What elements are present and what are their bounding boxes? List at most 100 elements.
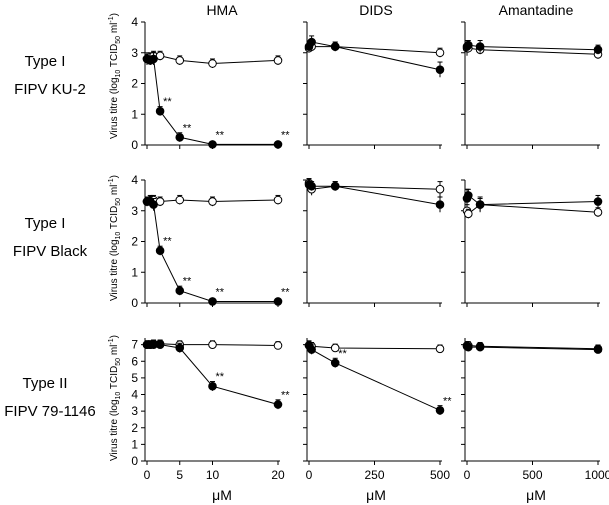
y-tick-label: 2 — [131, 235, 138, 249]
row-type-2: Type I — [25, 215, 66, 232]
significance-marker: ** — [443, 395, 452, 407]
x-tick-label: 5 — [176, 468, 183, 482]
data-point-filled — [155, 106, 165, 116]
row-strain-3: FIPV 79-1146 — [4, 403, 95, 420]
series-line-filled — [147, 201, 278, 302]
data-point-filled — [175, 343, 185, 353]
y-tick-label: 4 — [131, 15, 138, 29]
series-line-filled — [308, 345, 441, 411]
column-title-dids: DIDS — [359, 2, 392, 18]
significance-marker: ** — [281, 389, 290, 401]
data-point-filled — [155, 340, 165, 349]
row-strain-1: FIPV KU-2 — [14, 81, 86, 98]
data-point-open — [273, 56, 283, 65]
data-point-open — [208, 59, 217, 68]
data-point-filled — [330, 181, 340, 191]
chart-panel-dids-row-2 — [303, 178, 445, 307]
data-point-filled — [175, 286, 185, 296]
x-tick-label: 0 — [464, 468, 471, 482]
data-point-filled — [149, 200, 158, 209]
series-line-open — [466, 204, 599, 215]
data-point-open — [435, 344, 445, 354]
data-point-filled — [307, 181, 316, 191]
x-tick-label: 250 — [364, 468, 384, 482]
y-axis-label-row-3: Virus titre (log10 TCID50 ml-1) — [108, 335, 122, 461]
row-type-3: Type II — [22, 375, 67, 392]
data-point-filled — [464, 342, 473, 352]
data-point-open — [175, 195, 185, 205]
y-tick-label: 2 — [131, 421, 138, 435]
series-line-filled — [466, 194, 599, 206]
y-axis-label-row-2: Virus titre (log10 TCID50 ml-1) — [108, 175, 122, 301]
data-point-filled — [273, 140, 283, 149]
y-tick-label: 5 — [131, 371, 138, 385]
x-tick-label: 0 — [144, 468, 151, 482]
series-line-filled — [466, 44, 599, 51]
data-point-filled — [593, 45, 603, 54]
data-point-open — [330, 343, 340, 353]
y-tick-label: 1 — [131, 437, 138, 451]
significance-marker: ** — [281, 129, 290, 141]
data-point-filled — [475, 342, 485, 352]
data-point-filled — [475, 42, 485, 51]
row-strain-2: FIPV Black — [13, 243, 88, 260]
x-tick-label: 500 — [430, 468, 450, 482]
chart-panel-hma-row-2: 0 1 2 3 4 ** ** ** ** — [131, 173, 290, 310]
y-tick-label: 0 — [131, 296, 138, 310]
data-point-open — [208, 197, 217, 206]
data-point-filled — [273, 400, 283, 409]
significance-marker: ** — [281, 286, 290, 298]
x-axis-label-hma: μM — [212, 487, 232, 503]
data-point-filled — [307, 345, 316, 354]
significance-marker: ** — [338, 348, 347, 360]
significance-marker: ** — [183, 276, 192, 288]
data-point-open — [208, 340, 217, 349]
x-tick-label: 0 — [306, 468, 313, 482]
significance-marker: ** — [183, 122, 192, 134]
data-point-filled — [208, 381, 217, 391]
chart-panel-amantadine-row-2 — [461, 179, 603, 307]
y-tick-label: 7 — [131, 338, 138, 352]
y-axis-label-row-1: Virus titre (log10 TCID50 ml-1) — [108, 13, 122, 139]
data-point-filled — [435, 65, 445, 74]
x-tick-label: 20 — [271, 468, 285, 482]
data-point-open — [464, 209, 473, 219]
y-tick-label: 1 — [131, 265, 138, 279]
series-line-open — [308, 345, 441, 350]
significance-marker: ** — [163, 236, 172, 248]
chart-panel-dids-row-3: 0 250 500 ** ** — [303, 338, 452, 482]
data-point-open — [273, 195, 283, 205]
data-point-filled — [175, 133, 185, 142]
chart-panel-amantadine-row-3: 0 500 1000 — [461, 338, 609, 482]
data-point-filled — [149, 54, 158, 64]
chart-panel-hma-row-1: 0 1 2 3 4 ** ** ** ** — [131, 15, 290, 152]
data-point-filled — [155, 246, 165, 256]
data-point-filled — [464, 40, 473, 50]
column-title-amantadine: Amantadine — [499, 2, 574, 18]
data-point-filled — [208, 297, 217, 306]
y-tick-label: 0 — [131, 138, 138, 152]
significance-marker: ** — [216, 129, 225, 141]
series-line-open — [308, 46, 441, 54]
x-axis-label-amantadine: μM — [526, 487, 546, 503]
y-tick-label: 1 — [131, 107, 138, 121]
y-tick-label: 4 — [131, 173, 138, 187]
chart-panels: 0 1 2 3 4 ** ** ** ** 0 1 2 3 4 ** ** ** ** 0 1 2 3 4 5 6 7 0 5 10 20… — [131, 15, 609, 482]
y-tick-label: 6 — [131, 354, 138, 368]
x-axis-label-dids: μM — [366, 487, 386, 503]
data-point-open — [273, 341, 283, 350]
chart-panel-amantadine-row-1 — [461, 21, 603, 149]
y-tick-label: 4 — [131, 388, 138, 402]
y-tick-label: 3 — [131, 204, 138, 218]
data-point-filled — [330, 42, 340, 51]
x-tick-label: 10 — [206, 468, 220, 482]
data-point-filled — [273, 297, 283, 306]
y-tick-label: 3 — [131, 404, 138, 418]
chart-panel-dids-row-1 — [303, 21, 445, 149]
significance-marker: ** — [216, 371, 225, 383]
chart-panel-hma-row-3: 0 1 2 3 4 5 6 7 0 5 10 20 ** ** — [131, 338, 290, 482]
data-point-open — [435, 48, 445, 58]
data-point-filled — [475, 200, 485, 209]
data-point-filled — [464, 191, 473, 200]
